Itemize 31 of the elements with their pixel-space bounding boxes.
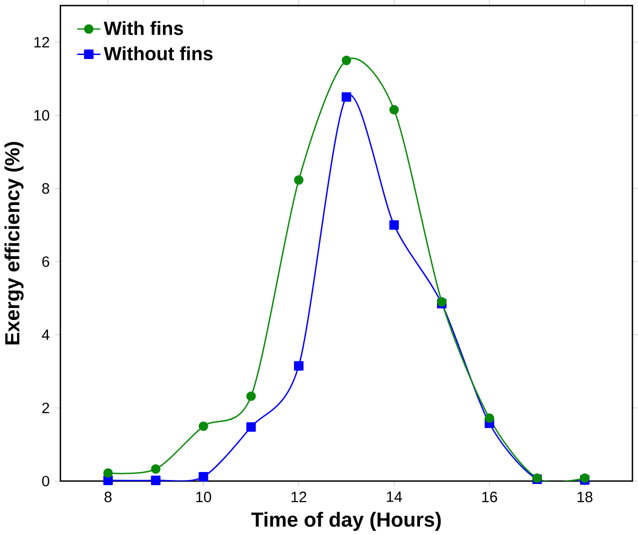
x-tick-label: 10 — [196, 491, 212, 502]
point — [294, 360, 304, 370]
y-tick-label: 4 — [42, 329, 50, 340]
point — [342, 56, 352, 66]
point — [198, 472, 208, 482]
y-tick-label: 0 — [42, 476, 50, 486]
point — [246, 422, 256, 432]
x-tick-label: 8 — [104, 491, 112, 502]
x-tick-label: 16 — [482, 491, 498, 502]
y-tick-label: 2 — [42, 402, 50, 413]
point — [246, 391, 256, 401]
point — [150, 475, 160, 485]
y-tick-label: 8 — [42, 183, 50, 194]
point — [389, 104, 399, 114]
y-axis-title: Exergy efficiency (%) — [4, 142, 24, 344]
point — [103, 468, 113, 478]
y-tick-label: 12 — [34, 36, 50, 48]
point — [389, 220, 399, 230]
x-axis-title: Time of day (Hours) — [251, 512, 441, 531]
x-tick-label: 18 — [578, 491, 592, 502]
point — [484, 413, 494, 423]
x-tick-label: 14 — [386, 491, 402, 502]
x-tick-label: 12 — [292, 491, 306, 502]
y-tick-label: 6 — [42, 256, 50, 267]
legend-label: Without fins — [104, 46, 213, 60]
point — [342, 92, 352, 102]
point — [294, 175, 304, 185]
point — [198, 421, 208, 431]
legend-label: With fins — [104, 20, 184, 35]
y-tick-label: 10 — [34, 110, 50, 120]
point — [150, 464, 160, 474]
